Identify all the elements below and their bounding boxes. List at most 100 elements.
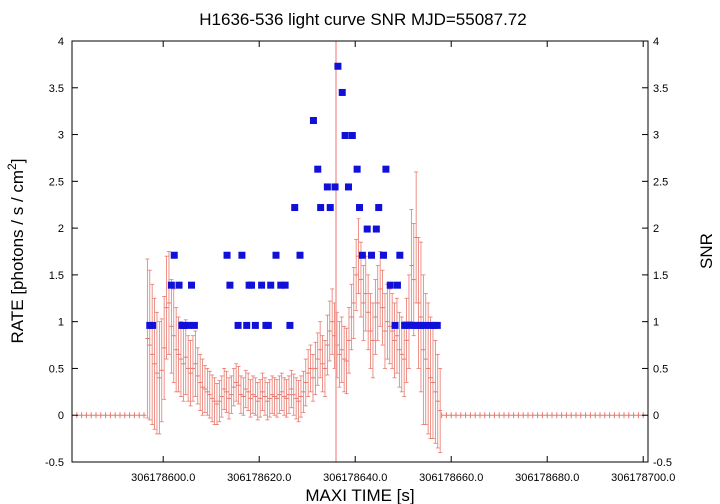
rate-point [202,365,207,413]
y2-tick-label: 2 [653,223,659,235]
rate-point [195,347,200,405]
rate-point [219,375,224,418]
rate-point [368,293,373,369]
rate-point [366,274,371,351]
snr-point [356,204,364,212]
rate-point [402,321,407,397]
rate-point [246,372,251,411]
rate-point [234,363,239,402]
rate-point [183,319,188,396]
rate-point [270,375,275,414]
rate-point [306,349,311,397]
rate-point [282,377,287,416]
y-tick-label: 0 [58,410,64,422]
rate-point [318,321,323,379]
rate-point [382,293,387,369]
rate-point [176,316,181,393]
snr-point [382,165,390,173]
rate-point [330,288,335,355]
y2-tick-label: 3.5 [653,83,668,95]
rate-point [272,377,277,416]
rate-point [231,368,236,407]
y2-tick-label: 3 [653,130,659,142]
rate-point [387,288,392,365]
rate-point [260,372,265,411]
rate-point [310,354,315,402]
snr-point [296,251,304,259]
rate-point [294,377,299,420]
rate-point [289,369,294,409]
y-axis-right: -0.5 0 0.5 1 1.5 2 2.5 3 3.5 4 [642,36,672,469]
snr-point [264,321,272,329]
snr-point [167,281,175,289]
snr-point [251,321,259,329]
rate-point [433,339,438,444]
y-tick-label: 1.5 [49,270,64,282]
y2-tick-label: 1.5 [653,270,668,282]
y-axis-left: -0.5 0 0.5 1 1.5 2 2.5 3 3.5 4 [45,36,78,469]
rate-point [243,369,248,409]
rate-point [356,218,361,295]
rate-baseline [441,412,646,419]
rate-point [164,255,169,360]
x-tick-label: 306178660.0 [419,472,483,484]
snr-point [317,204,325,212]
rate-point [258,379,263,418]
rate-point [322,339,327,397]
snr-point [416,321,424,329]
snr-point [344,183,352,191]
y-tick-label: 4 [58,36,64,48]
y-axis-label-sup: 2 [5,163,19,170]
rate-point [214,383,219,425]
y-axis-label: RATE [photons / s / cm2] [5,159,27,344]
rate-point [291,373,296,416]
x-tick-label: 306178600.0 [131,472,195,484]
x-tick-label: 306178620.0 [227,472,291,484]
y-tick-label: 3.5 [49,83,64,95]
rate-point [241,377,246,416]
rate-point [392,302,397,379]
rate-point [325,314,330,376]
snr-point [353,165,361,173]
rate-point [226,377,231,420]
snr-point [314,165,322,173]
snr-point [380,251,388,259]
rate-point [274,379,279,418]
plot-frame [71,40,649,463]
rate-point [152,297,157,430]
x-tick-label: 306178640.0 [323,472,387,484]
y2-tick-label: 2.5 [653,176,668,188]
rate-point [308,344,313,393]
snr-point [272,251,280,259]
rate-point [375,265,380,341]
snr-point [175,281,183,289]
rate-point [210,374,215,423]
y-tick-label: 0.5 [49,363,64,375]
rate-point [188,339,193,407]
rate-point [157,321,162,435]
snr-point [185,321,193,329]
y-axis-label-end: ] [8,159,27,164]
snr-point [405,321,413,329]
snr-point [248,281,256,289]
snr-point [223,251,231,259]
rate-point [171,288,176,383]
y-tick-label: 2 [58,223,64,235]
snr-point [401,321,409,329]
rate-point [205,368,210,416]
snr-point [341,131,349,139]
snr-point [348,131,356,139]
snr-point [363,225,371,233]
snr-point [391,321,399,329]
x-axis: 306178600.0 306178620.0 306178640.0 3061786… [131,41,675,484]
snr-point [277,281,285,289]
rate-point [253,377,258,416]
snr-point [433,321,441,329]
rate-point [296,380,301,423]
rate-point [286,375,291,414]
rate-point [399,316,404,393]
snr-point [190,321,198,329]
rate-point [178,321,183,397]
rate-point [145,258,150,419]
rate-point [207,370,212,419]
